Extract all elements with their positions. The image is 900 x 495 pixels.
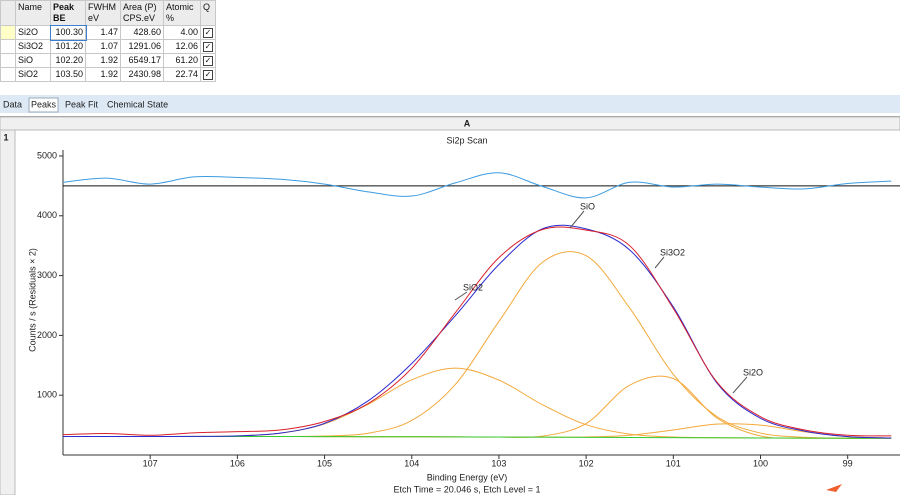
name-cell[interactable]: Si3O2 [15,39,51,54]
name-cell[interactable]: SiO [15,53,51,68]
x-tick-label: 107 [143,458,158,468]
checkbox[interactable]: ✓ [203,28,213,38]
row-header [0,129,16,495]
peak-label: SiO [580,201,595,211]
x-tick-label: 99 [843,458,853,468]
y-tick-label: 2000 [37,330,57,340]
value-cell[interactable]: 1.07 [85,39,121,54]
series-line [63,251,892,439]
column-header [0,116,900,131]
column-header: Name [15,0,51,26]
x-tick-label: 101 [666,458,681,468]
row-selector[interactable] [0,67,16,82]
value-cell[interactable]: 1.92 [85,67,121,82]
peak-label: Si2O [743,367,763,377]
series-line [63,224,892,439]
tab-bar [0,95,900,113]
x-axis-label: Binding Energy (eV) [427,472,508,482]
x-tick-label: 103 [491,458,506,468]
leader-line [454,291,468,301]
x-tick-label: 102 [579,458,594,468]
value-cell[interactable]: 12.06 [163,39,201,54]
value-cell[interactable]: 2430.98 [120,67,164,82]
value-cell[interactable]: 101.20 [50,39,86,54]
tab[interactable]: Chemical State [107,99,168,109]
x-tick-label: 100 [753,458,768,468]
row-label: 1 [3,132,8,142]
value-cell[interactable]: 1.47 [85,25,121,40]
row-selector[interactable] [0,25,16,40]
x-tick-label: 105 [317,458,332,468]
value-cell[interactable]: 6549.17 [120,53,164,68]
row-selector[interactable] [0,39,16,54]
peak-table: Name Peak BE FWHM eV Area (P) CPS.eV Atomic … [0,0,216,82]
column-label: A [464,118,471,128]
column-header: Q [200,0,216,26]
name-cell[interactable]: Si2O [15,25,51,40]
series-line [63,172,892,199]
value-cell[interactable]: 61.20 [163,53,201,68]
q-cell: ✓ [200,39,216,54]
peak-label: Si3O2 [660,247,685,257]
value-cell[interactable]: 1.92 [85,53,121,68]
value-cell[interactable]: 22.74 [163,67,201,82]
q-cell: ✓ [200,25,216,40]
table-row[interactable]: SiO 102.20 1.92 6549.17 61.20 ✓ [0,53,216,68]
value-cell[interactable]: 1291.06 [120,39,164,54]
checkbox[interactable]: ✓ [203,70,213,80]
plot-area [63,172,900,439]
y-tick-label: 3000 [37,270,57,280]
table-row[interactable]: Si2O 100.30 1.47 428.60 4.00 ✓ [0,24,216,41]
table-row[interactable]: SiO2 103.50 1.92 2430.98 22.74 ✓ [0,67,216,82]
column-header: Peak BE [50,0,86,26]
name-cell[interactable]: SiO2 [15,67,51,82]
value-cell[interactable]: 100.30 [49,24,87,41]
q-cell: ✓ [200,53,216,68]
q-cell: ✓ [200,67,216,82]
checkbox[interactable]: ✓ [203,56,213,66]
header-row: Name Peak BE FWHM eV Area (P) CPS.eV Atomic … [0,0,216,26]
corner-cell [0,0,16,26]
series-line [63,423,892,439]
leader-line [569,210,585,229]
y-tick-label: 5000 [37,150,57,160]
column-header: FWHM eV [85,0,121,26]
value-cell[interactable]: 102.20 [50,53,86,68]
tab[interactable]: Data [3,99,22,109]
x-tick-label: 106 [230,458,245,468]
checkbox[interactable]: ✓ [203,42,213,52]
series-line [63,367,892,439]
cursor-arrow [826,484,842,492]
chart-title: Si2p Scan [446,135,487,145]
series-line [63,375,892,439]
value-cell[interactable]: 4.00 [163,25,201,40]
value-cell[interactable]: 428.60 [120,25,164,40]
tab[interactable]: Peak Fit [65,99,99,109]
value-cell[interactable]: 103.50 [50,67,86,82]
series-line [63,226,892,437]
column-header: Area (P) CPS.eV [120,0,164,26]
table-row[interactable]: Si3O2 101.20 1.07 1291.06 12.06 ✓ [0,39,216,54]
x-tick-label: 104 [404,458,419,468]
peak-label: SiO2 [463,282,483,292]
leader-line [732,376,748,394]
row-selector[interactable] [0,53,16,68]
y-tick-label: 4000 [37,210,57,220]
y-axis-label: Counts / s (Residuals × 2) [27,248,37,352]
footer: Etch Time = 20.046 s, Etch Level = 1 [393,484,540,494]
tab[interactable]: Peaks [31,99,57,109]
leader-line [654,256,665,269]
column-header: Atomic % [163,0,201,26]
y-tick-label: 1000 [37,390,57,400]
active-tab [28,97,59,113]
